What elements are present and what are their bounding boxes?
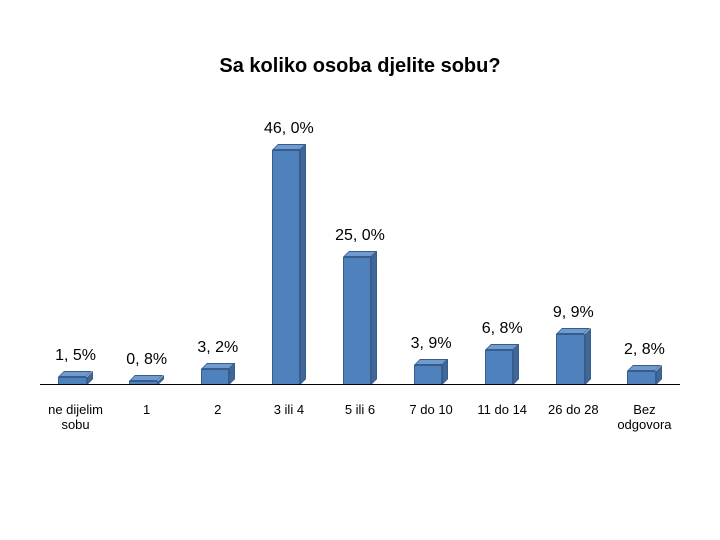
bar-slot: 9, 9%26 do 28 [538,120,609,385]
category-label: 3 ili 4 [253,403,324,418]
bar-slot: 2, 8%Bez odgovora [609,120,680,385]
bar [627,365,661,385]
bar-front [485,350,513,385]
chart-title: Sa koliko osoba djelite sobu? [0,55,720,78]
category-label: 5 ili 6 [324,403,395,418]
bar-front [201,369,229,385]
bar-front [627,371,655,385]
bar-chart: Sa koliko osoba djelite sobu? 1, 5%ne di… [0,0,720,540]
bar-slot: 3, 9%7 do 10 [396,120,467,385]
category-label: 11 do 14 [467,403,538,418]
bar-slot: 0, 8%1 [111,120,182,385]
bar [272,144,306,385]
value-label: 25, 0% [324,227,395,245]
bars-layer: 1, 5%ne dijelim sobu0, 8%13, 2%246, 0%3 … [40,120,680,385]
bar-slot: 1, 5%ne dijelim sobu [40,120,111,385]
category-label: ne dijelim sobu [40,403,111,433]
bar [343,251,377,385]
value-label: 2, 8% [609,341,680,359]
bar-side [371,251,377,385]
bar [485,344,519,385]
bar-front [556,334,584,385]
bar [414,359,448,385]
bar-side [585,328,591,385]
bar-slot: 6, 8%11 do 14 [467,120,538,385]
category-label: 7 do 10 [396,403,467,418]
bar-front [414,365,442,385]
bar [58,371,92,385]
bar-side [513,344,519,385]
plot-area: 1, 5%ne dijelim sobu0, 8%13, 2%246, 0%3 … [40,120,680,385]
value-label: 9, 9% [538,304,609,322]
value-label: 46, 0% [253,120,324,138]
bar [556,328,590,385]
value-label: 3, 9% [396,335,467,353]
category-label: Bez odgovora [609,403,680,433]
bar-side [300,144,306,385]
bar-slot: 3, 2%2 [182,120,253,385]
bar-side [442,359,448,385]
value-label: 1, 5% [40,347,111,365]
bar [201,363,235,385]
bar-front [343,257,371,385]
value-label: 0, 8% [111,351,182,369]
bar-slot: 25, 0%5 ili 6 [324,120,395,385]
value-label: 6, 8% [467,320,538,338]
value-label: 3, 2% [182,339,253,357]
category-label: 1 [111,403,182,418]
bar-front [272,150,300,385]
category-label: 2 [182,403,253,418]
bar-slot: 46, 0%3 ili 4 [253,120,324,385]
x-axis [40,384,680,385]
category-label: 26 do 28 [538,403,609,418]
